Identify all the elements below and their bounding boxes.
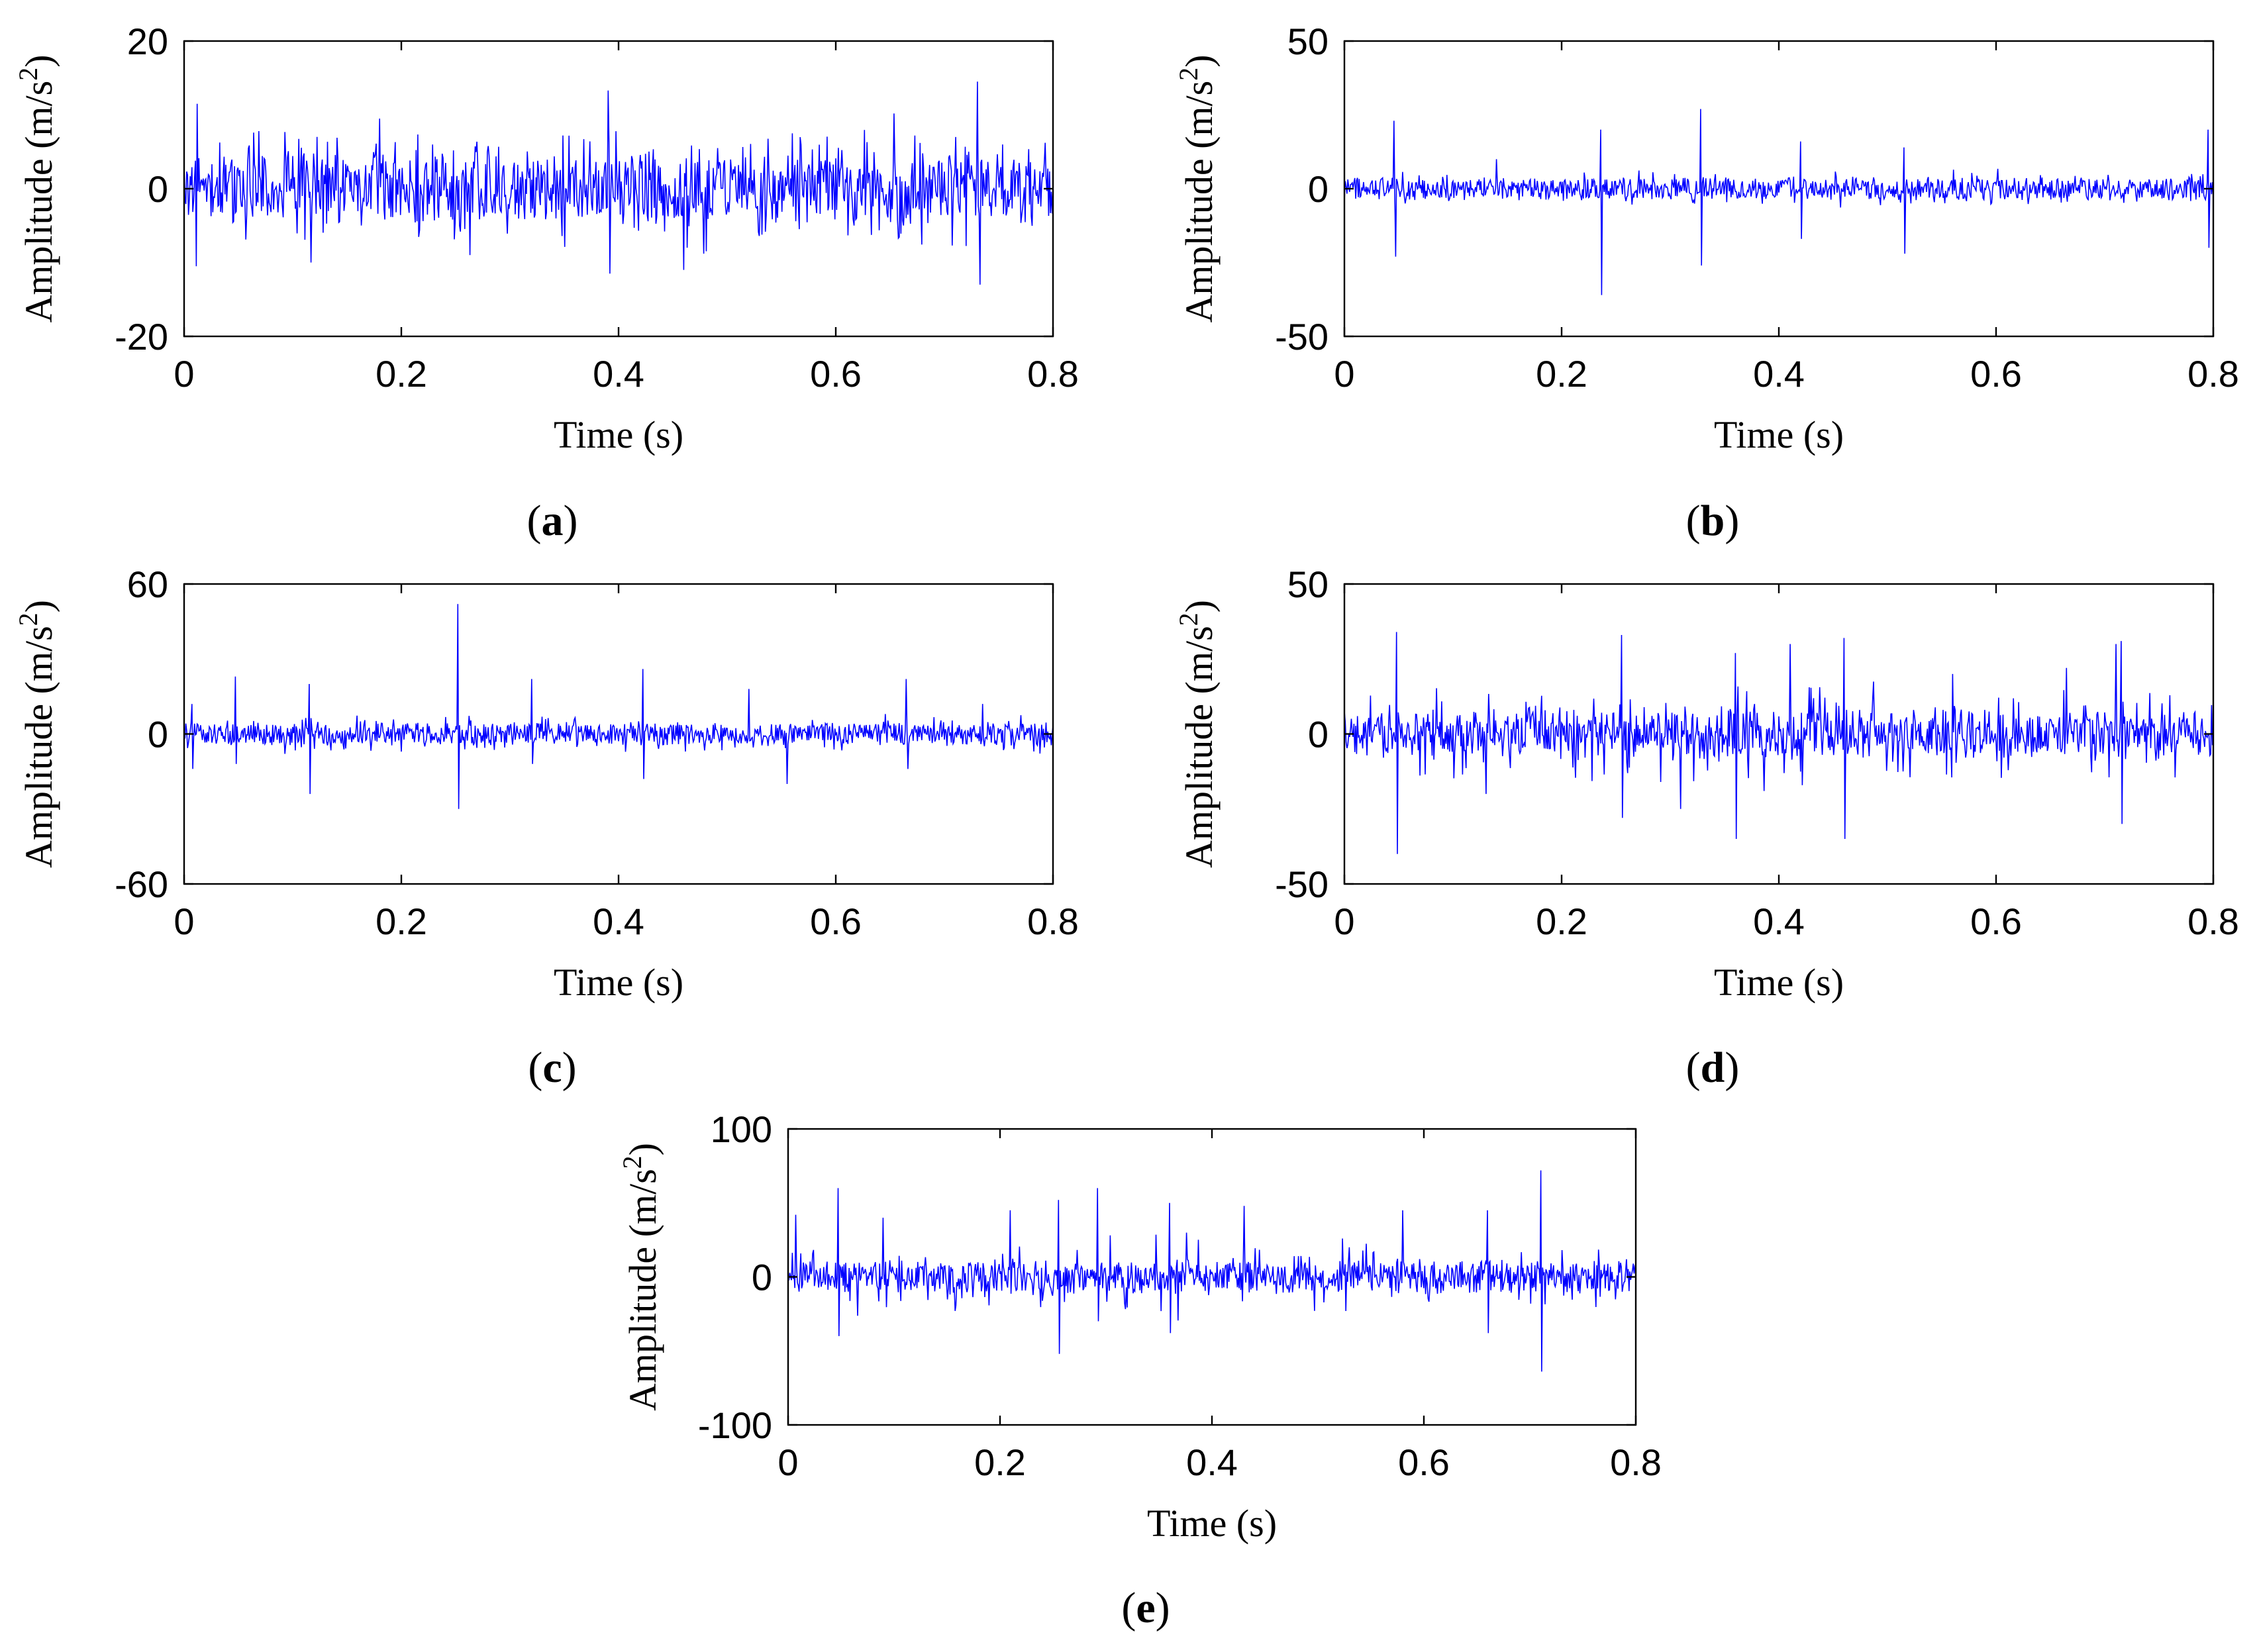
- y-tick-label: 100: [711, 1108, 772, 1150]
- x-tick-label: 0.6: [1970, 900, 2022, 942]
- panel-caption-a: (a): [527, 497, 578, 545]
- series-line-e: [787, 1170, 1636, 1372]
- x-tick-label: 0.2: [1536, 353, 1587, 395]
- x-tick-label: 0.4: [1753, 900, 1805, 942]
- y-axis-label: Amplitude (m/s2): [13, 600, 60, 868]
- x-tick-label: 0.8: [2187, 353, 2239, 395]
- x-tick-label: 0: [174, 353, 194, 395]
- y-tick-label: 50: [1287, 21, 1329, 62]
- x-tick-label: 0.4: [593, 900, 644, 942]
- x-tick-label: 0: [777, 1441, 798, 1483]
- y-tick-label: -50: [1275, 316, 1329, 358]
- panel-caption-d: (d): [1686, 1044, 1740, 1092]
- series-line-a: [183, 81, 1054, 285]
- panel-caption-e: (e): [1121, 1584, 1170, 1632]
- x-tick-label: 0.2: [1536, 900, 1587, 942]
- y-axis-label: Amplitude (m/s2): [1174, 54, 1221, 322]
- series-line-c: [183, 604, 1054, 809]
- x-tick-label: 0.6: [1970, 353, 2022, 395]
- y-tick-label: -50: [1275, 863, 1329, 905]
- x-axis-label: Time (s): [554, 413, 683, 456]
- y-tick-label: 0: [1308, 168, 1329, 210]
- x-tick-label: 0.6: [1398, 1441, 1450, 1483]
- x-tick-label: 0.2: [376, 900, 427, 942]
- x-tick-label: 0.2: [974, 1441, 1026, 1483]
- x-axis-label: Time (s): [1714, 961, 1844, 1004]
- y-tick-label: 0: [148, 714, 168, 755]
- x-axis-label: Time (s): [1714, 413, 1844, 456]
- x-tick-label: 0.4: [1186, 1441, 1238, 1483]
- y-tick-label: -60: [115, 863, 168, 905]
- series-line-d: [1344, 632, 2214, 854]
- x-tick-label: 0.8: [1027, 900, 1079, 942]
- panel-caption-c: (c): [528, 1044, 576, 1092]
- x-tick-label: 0.6: [810, 353, 862, 395]
- y-tick-label: 50: [1287, 563, 1329, 605]
- x-axis-label: Time (s): [554, 961, 683, 1004]
- panel-caption-b: (b): [1686, 497, 1740, 545]
- x-tick-label: 0: [1334, 353, 1354, 395]
- y-tick-label: -20: [115, 316, 168, 358]
- x-tick-label: 0: [174, 900, 194, 942]
- y-tick-label: 60: [127, 563, 168, 605]
- x-tick-label: 0.2: [376, 353, 427, 395]
- y-tick-label: 0: [148, 168, 168, 210]
- y-tick-label: 20: [127, 21, 168, 62]
- x-tick-label: 0.6: [810, 900, 862, 942]
- x-tick-label: 0: [1334, 900, 1354, 942]
- x-tick-label: 0.4: [1753, 353, 1805, 395]
- y-axis-label: Amplitude (m/s2): [1174, 600, 1221, 868]
- y-axis-label: Amplitude (m/s2): [617, 1143, 664, 1411]
- x-tick-label: 0.8: [2187, 900, 2239, 942]
- y-tick-label: 0: [1308, 714, 1329, 755]
- x-tick-label: 0.8: [1610, 1441, 1662, 1483]
- x-tick-label: 0.8: [1027, 353, 1079, 395]
- x-tick-label: 0.4: [593, 353, 644, 395]
- y-axis-label: Amplitude (m/s2): [13, 54, 60, 322]
- series-line-b: [1344, 109, 2214, 295]
- y-tick-label: -100: [698, 1404, 772, 1446]
- x-axis-label: Time (s): [1147, 1502, 1277, 1545]
- y-tick-label: 0: [752, 1257, 772, 1298]
